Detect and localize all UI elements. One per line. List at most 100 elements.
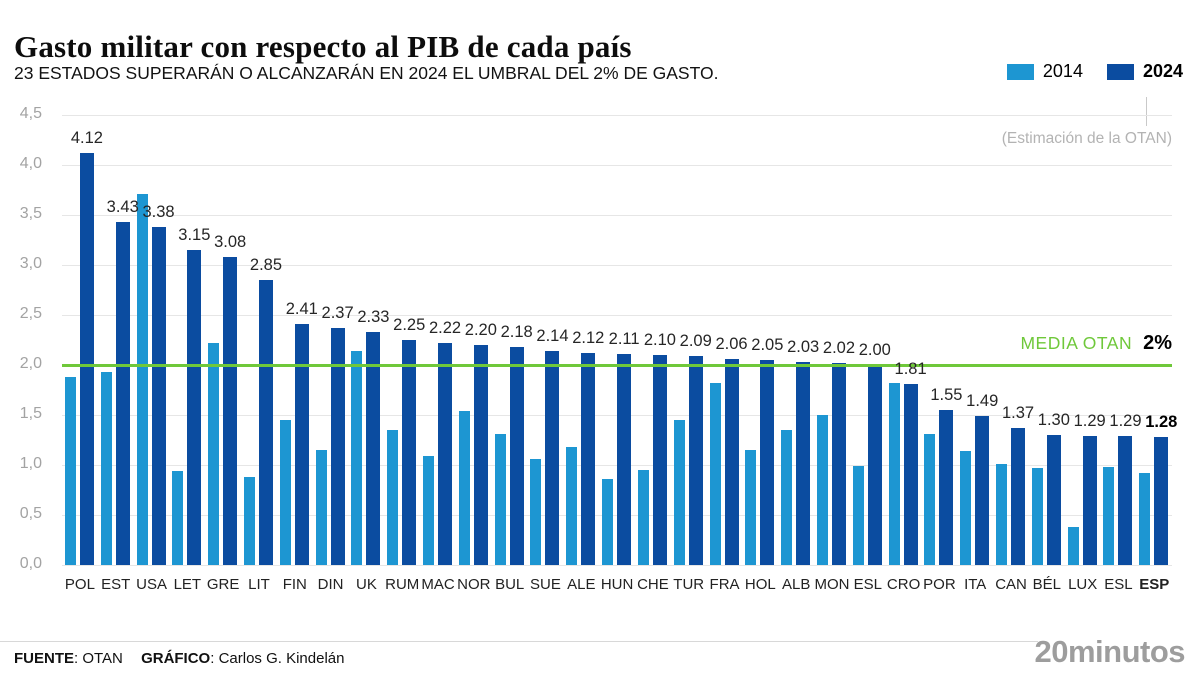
bar-2014-por (924, 434, 936, 565)
x-label-hun: HUN (600, 576, 634, 593)
gridline (62, 315, 1172, 316)
value-label-hun: 2.11 (608, 330, 640, 348)
y-tick-label: 1,5 (19, 405, 42, 422)
media-otan-line (62, 364, 1172, 367)
bar-2024-tur (688, 356, 703, 565)
value-label-ale: 2.12 (572, 329, 605, 347)
bar-2024-fin (294, 324, 309, 565)
bar-2024-pol (79, 153, 94, 565)
bar-2024-lit (258, 280, 273, 565)
country-group-mac: 2.22 MAC (420, 115, 461, 593)
bar-2014-din (315, 450, 327, 565)
media-otan-label: MEDIA OTAN 2% (1020, 332, 1172, 355)
bar-2024-alb (796, 362, 811, 565)
y-tick-label: 4,5 (19, 105, 42, 122)
country-group-por: 1.55 POR (922, 115, 962, 593)
value-label-mac: 2.22 (428, 319, 462, 337)
bar-2024-gre (223, 257, 238, 565)
x-label-pol: POL (64, 576, 95, 593)
legend-item-2014: 2014 (1006, 61, 1083, 82)
x-label-can: CAN (995, 576, 1027, 593)
bar-2014-fin (279, 420, 291, 565)
x-label-uk: UK (355, 576, 377, 593)
plot-area: (Estimación de la OTAN) 4.12 POL 3.43 EST 3.… (62, 115, 1177, 593)
x-label-usa: USA (136, 576, 167, 593)
bar-2014-pol (64, 377, 76, 565)
country-group-din: 2.37 DIN (313, 115, 354, 593)
legend-swatch-2014 (1006, 63, 1034, 80)
value-label-che: 2.10 (643, 331, 676, 349)
value-label-por: 1.55 (930, 386, 963, 404)
y-tick-label: 2,5 (19, 305, 42, 322)
value-label-ita: 1.49 (966, 392, 999, 410)
bar-2014-esl (852, 466, 864, 565)
bar-2014-lit (243, 477, 255, 565)
value-label-let: 3.15 (178, 226, 211, 244)
bar-2014-esl (1103, 467, 1115, 565)
gridline (62, 265, 1172, 266)
country-group-alb: 2.03 ALB (778, 115, 819, 593)
country-group-hol: 2.05 HOL (742, 115, 783, 593)
country-group-lit: 2.85 LIT (241, 115, 282, 593)
media-otan-text: MEDIA OTAN (1020, 333, 1133, 353)
country-group-tur: 2.09 TUR (671, 115, 711, 593)
bar-2024-mac (438, 343, 453, 565)
country-group-esl: 2.00 ESL (850, 115, 891, 593)
bar-2014-ale (566, 447, 578, 565)
country-group-che: 2.10 CHE (635, 115, 676, 593)
x-label-ita: ITA (964, 576, 987, 593)
y-tick-label: 3,5 (19, 205, 42, 222)
bar-2024-esl (1118, 436, 1133, 565)
value-label-gre: 3.08 (214, 233, 247, 251)
bar-2014-esp (1139, 473, 1151, 565)
bar-2024-let (187, 250, 202, 565)
chart-subtitle: 23 ESTADOS SUPERARÁN O ALCANZARÁN EN 202… (14, 63, 719, 83)
country-group-cro: 1.81 CRO (886, 115, 927, 593)
footer-divider (0, 641, 1038, 642)
bar-2024-fra (724, 359, 739, 565)
bar-2014-fra (709, 383, 721, 565)
value-label-hol: 2.05 (751, 336, 784, 354)
value-label-esl: 1.29 (1109, 412, 1142, 430)
value-label-tur: 2.09 (679, 332, 712, 350)
bar-2014-tur (673, 420, 685, 565)
bar-2014-let (172, 471, 184, 565)
bar-2014-rum (387, 430, 399, 565)
bars: 4.12 POL 3.43 EST 3.38 USA 3.15 LET 3.08 GRE 2.85 L… (62, 115, 1177, 593)
bar-2024-esl (867, 365, 882, 565)
country-group-est: 3.43 EST (98, 115, 139, 593)
value-label-bul: 2.18 (500, 323, 533, 341)
credit-value: : Carlos G. Kindelán (210, 650, 345, 667)
value-label-bél: 1.30 (1037, 411, 1070, 429)
bar-2014-lux (1067, 527, 1079, 565)
bar-2024-est (115, 222, 130, 565)
bar-2014-uk (351, 351, 363, 565)
country-group-lux: 1.29 LUX (1065, 115, 1106, 593)
value-label-lit: 2.85 (249, 256, 283, 274)
legend-label-2024: 2024 (1142, 61, 1183, 81)
x-label-gre: GRE (206, 576, 240, 593)
value-label-fin: 2.41 (285, 300, 318, 318)
x-label-mac: MAC (421, 576, 455, 593)
y-tick-label: 0,0 (19, 555, 42, 572)
gridline (62, 565, 1172, 566)
x-label-por: POR (923, 576, 956, 593)
x-label-din: DIN (317, 576, 344, 593)
x-label-esl: ESL (853, 576, 882, 593)
x-label-hol: HOL (744, 576, 776, 593)
gridline (62, 215, 1172, 216)
value-label-fra: 2.06 (715, 335, 748, 353)
bar-2024-cro (903, 384, 918, 565)
bar-2024-hun (617, 354, 632, 565)
bar-2014-che (637, 470, 649, 565)
bar-2014-hol (745, 450, 757, 565)
x-label-lux: LUX (1068, 576, 1098, 593)
gridline (62, 115, 1172, 116)
bar-2024-din (330, 328, 345, 565)
legend-label-2014: 2014 (1042, 61, 1083, 81)
country-group-ale: 2.12 ALE (563, 115, 604, 593)
bar-2024-che (652, 355, 667, 565)
bar-2014-bul (494, 434, 506, 565)
x-label-est: EST (101, 576, 131, 593)
